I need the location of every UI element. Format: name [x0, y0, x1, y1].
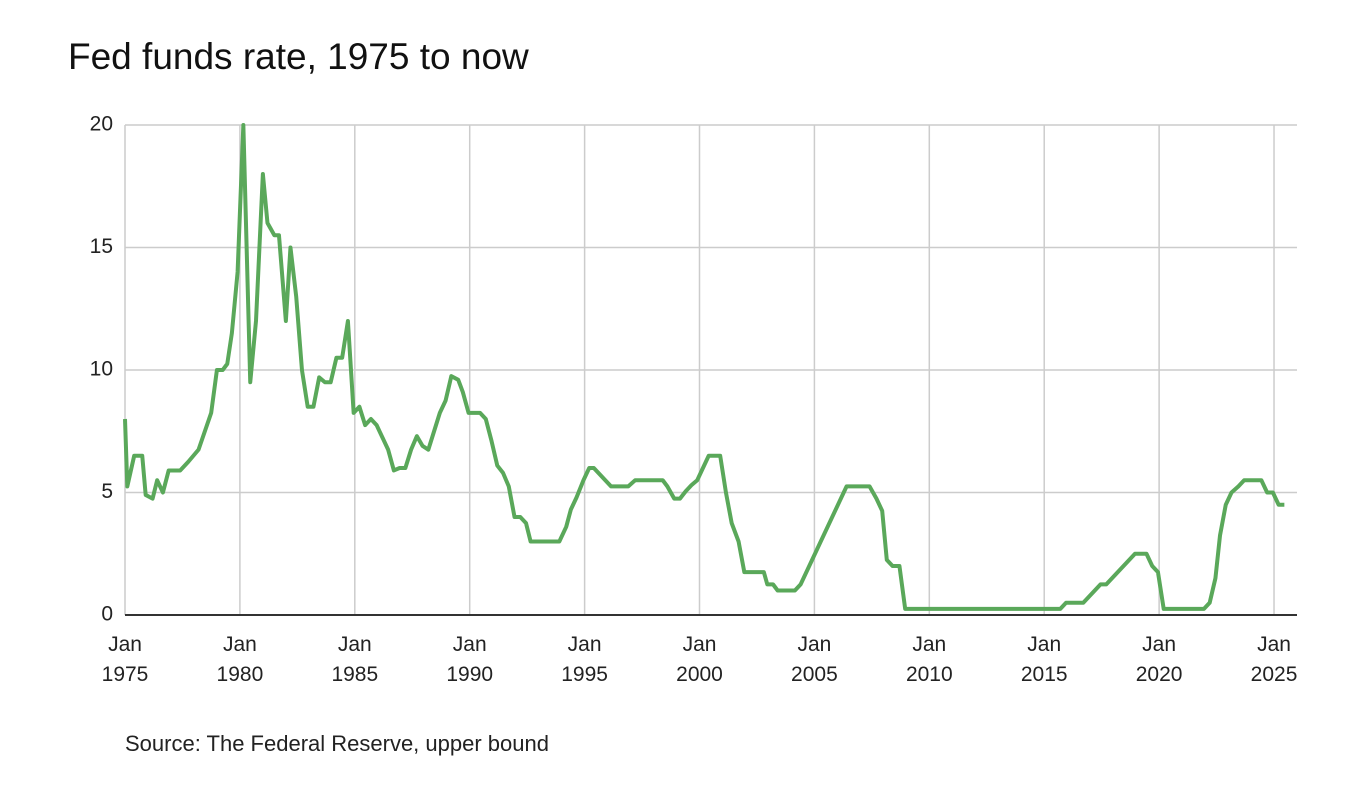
x-tick-label: Jan 2020: [1135, 633, 1183, 686]
data-line: [123, 123, 1285, 611]
x-tick-label: Jan 2010: [905, 633, 953, 686]
x-tick-label: Jan 2025: [1250, 633, 1298, 686]
x-tick-label: Jan 1995: [561, 633, 608, 686]
x-tick-label: Jan 1980: [216, 633, 264, 686]
y-tick-label: 0: [101, 603, 113, 626]
x-tick-label: Jan 1985: [331, 633, 379, 686]
x-tick-label: Jan 2005: [791, 633, 838, 686]
x-tick-label: Jan 2000: [676, 633, 723, 686]
y-tick-label: 5: [101, 480, 113, 503]
x-tick-label: Jan 1975: [101, 633, 149, 686]
x-tick-label: Jan 2015: [1020, 633, 1068, 686]
y-tick-label: 10: [90, 358, 113, 381]
source-note: Source: The Federal Reserve, upper bound: [125, 731, 549, 756]
chart-title: Fed funds rate, 1975 to now: [68, 36, 529, 77]
y-tick-label: 15: [90, 235, 113, 258]
y-tick-label: 20: [90, 113, 113, 136]
x-tick-label: Jan 1990: [446, 633, 494, 686]
